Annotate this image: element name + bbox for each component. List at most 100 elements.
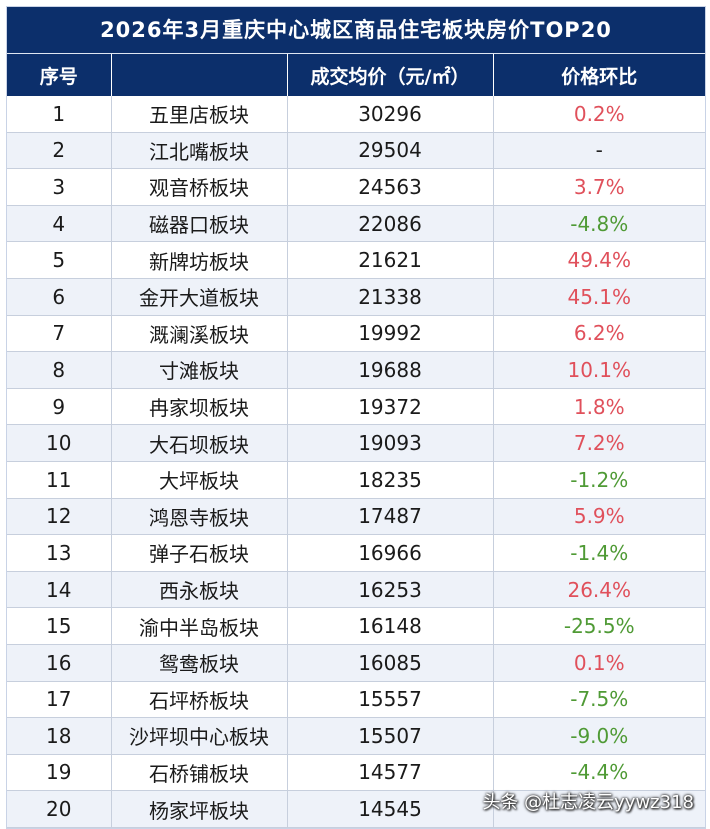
- table-row: 10 大石坝板块 19093 7.2%: [7, 424, 705, 462]
- row-price: 16253: [287, 571, 494, 609]
- row-price: 19093: [287, 424, 494, 462]
- row-name: 溉澜溪板块: [111, 315, 288, 353]
- table-row: 11 大坪板块 18235 -1.2%: [7, 461, 705, 499]
- row-price: 30296: [287, 96, 494, 133]
- table-row: 17 石坪桥板块 15557 -7.5%: [7, 681, 705, 719]
- row-change: -1.4%: [493, 534, 705, 572]
- watermark: 头条 @杜志凌云yywz318: [482, 792, 694, 813]
- row-name: 冉家坝板块: [111, 388, 288, 426]
- table-title: 2026年3月重庆中心城区商品住宅板块房价TOP20: [7, 7, 705, 54]
- row-index: 9: [7, 388, 112, 426]
- row-index: 3: [7, 168, 112, 206]
- row-change: -1.2%: [493, 461, 705, 499]
- table-row: 5 新牌坊板块 21621 49.4%: [7, 241, 705, 279]
- row-index: 6: [7, 278, 112, 316]
- row-change: 10.1%: [493, 351, 705, 389]
- header-name: [111, 54, 288, 96]
- row-price: 15557: [287, 681, 494, 719]
- table-row: 4 磁器口板块 22086 -4.8%: [7, 205, 705, 243]
- row-index: 12: [7, 498, 112, 536]
- row-index: 8: [7, 351, 112, 389]
- row-change: 1.8%: [493, 388, 705, 426]
- row-price: 16148: [287, 607, 494, 645]
- row-name: 江北嘴板块: [111, 132, 288, 170]
- row-name: 大坪板块: [111, 461, 288, 499]
- row-change: -7.5%: [493, 681, 705, 719]
- header-row: 序号 成交均价（元/㎡） 价格环比: [7, 54, 705, 96]
- row-name: 西永板块: [111, 571, 288, 609]
- table-row: 14 西永板块 16253 26.4%: [7, 571, 705, 609]
- row-index: 11: [7, 461, 112, 499]
- table-row: 12 鸿恩寺板块 17487 5.9%: [7, 498, 705, 536]
- row-change: -: [493, 132, 705, 170]
- row-change: -4.8%: [493, 205, 705, 243]
- row-index: 7: [7, 315, 112, 353]
- header-price: 成交均价（元/㎡）: [287, 54, 494, 96]
- table-row: 1 五里店板块 30296 0.2%: [7, 96, 705, 133]
- row-price: 16085: [287, 644, 494, 682]
- row-index: 17: [7, 681, 112, 719]
- row-name: 渝中半岛板块: [111, 607, 288, 645]
- row-change: 6.2%: [493, 315, 705, 353]
- row-name: 鸿恩寺板块: [111, 498, 288, 536]
- row-index: 15: [7, 607, 112, 645]
- row-name: 磁器口板块: [111, 205, 288, 243]
- row-change: -4.4%: [493, 754, 705, 792]
- row-change: 0.1%: [493, 644, 705, 682]
- row-index: 18: [7, 717, 112, 755]
- row-index: 19: [7, 754, 112, 792]
- row-price: 24563: [287, 168, 494, 206]
- row-index: 2: [7, 132, 112, 170]
- row-price: 16966: [287, 534, 494, 572]
- row-name: 杨家坪板块: [111, 790, 288, 828]
- row-price: 17487: [287, 498, 494, 536]
- row-price: 21338: [287, 278, 494, 316]
- row-change: -25.5%: [493, 607, 705, 645]
- row-name: 石坪桥板块: [111, 681, 288, 719]
- row-price: 19372: [287, 388, 494, 426]
- row-index: 16: [7, 644, 112, 682]
- table-row: 2 江北嘴板块 29504-: [7, 132, 705, 170]
- price-table: 序号 成交均价（元/㎡） 价格环比 1 五里店板块 30296 0.2% 2 江北嘴板块 2…: [7, 54, 705, 828]
- table-row: 16 鸳鸯板块 16085 0.1%: [7, 644, 705, 682]
- row-change: 7.2%: [493, 424, 705, 462]
- row-index: 5: [7, 241, 112, 279]
- row-change: 3.7%: [493, 168, 705, 206]
- price-table-card: 2026年3月重庆中心城区商品住宅板块房价TOP20 序号 成交均价（元/㎡） …: [6, 6, 706, 829]
- row-name: 石桥铺板块: [111, 754, 288, 792]
- row-name: 五里店板块: [111, 96, 288, 133]
- row-index: 4: [7, 205, 112, 243]
- row-price: 29504: [287, 132, 494, 170]
- row-name: 新牌坊板块: [111, 241, 288, 279]
- table-row: 9 冉家坝板块 19372 1.8%: [7, 388, 705, 426]
- header-change: 价格环比: [493, 54, 705, 96]
- row-index: 20: [7, 790, 112, 828]
- row-price: 19992: [287, 315, 494, 353]
- row-change: [493, 790, 705, 828]
- row-index: 14: [7, 571, 112, 609]
- table-row: 6 金开大道板块 21338 45.1%: [7, 278, 705, 316]
- row-index: 10: [7, 424, 112, 462]
- table-row: 18 沙坪坝中心板块 15507 -9.0%: [7, 717, 705, 755]
- row-price: 22086: [287, 205, 494, 243]
- table-row: 15 渝中半岛板块 16148 -25.5%: [7, 607, 705, 645]
- row-index: 1: [7, 96, 112, 133]
- table-row: 13 弹子石板块 16966 -1.4%: [7, 534, 705, 572]
- row-name: 金开大道板块: [111, 278, 288, 316]
- row-name: 沙坪坝中心板块: [111, 717, 288, 755]
- row-name: 寸滩板块: [111, 351, 288, 389]
- row-change: -9.0%: [493, 717, 705, 755]
- table-row: 8 寸滩板块 19688 10.1%: [7, 351, 705, 389]
- header-index: 序号: [7, 54, 112, 96]
- row-index: 13: [7, 534, 112, 572]
- row-name: 观音桥板块: [111, 168, 288, 206]
- row-change: 5.9%: [493, 498, 705, 536]
- row-change: 49.4%: [493, 241, 705, 279]
- row-change: 0.2%: [493, 96, 705, 133]
- row-name: 弹子石板块: [111, 534, 288, 572]
- row-price: 18235: [287, 461, 494, 499]
- row-name: 鸳鸯板块: [111, 644, 288, 682]
- row-price: 21621: [287, 241, 494, 279]
- table-row: 19 石桥铺板块 14577 -4.4%: [7, 754, 705, 792]
- row-price: 19688: [287, 351, 494, 389]
